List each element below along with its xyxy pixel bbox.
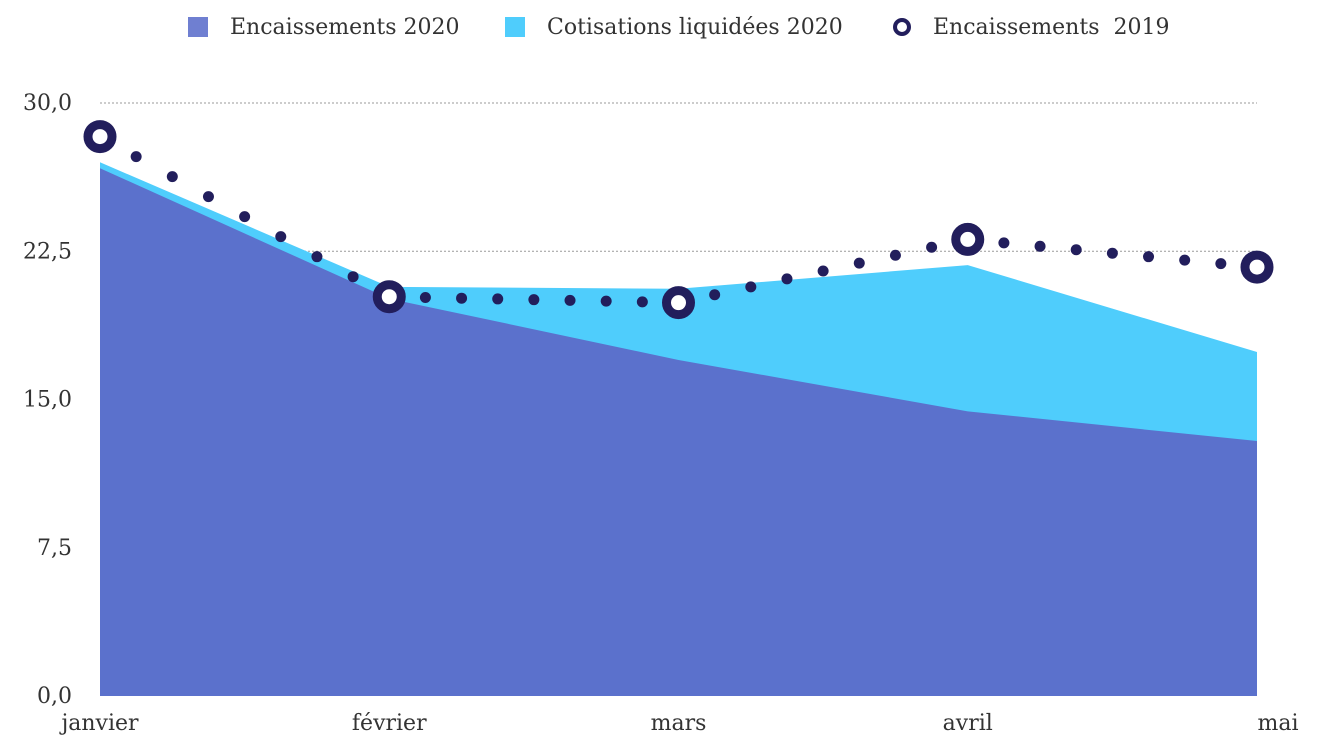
line-dot-encaissements-2019 (1070, 244, 1082, 256)
legend-label: Encaissements 2019 (933, 14, 1170, 40)
legend-label: Cotisations liquidées 2020 (547, 14, 843, 40)
x-tick-label: avril (943, 711, 993, 736)
legend-label: Encaissements 2020 (230, 14, 460, 40)
line-dot-encaissements-2019 (998, 237, 1010, 249)
line-dot-encaissements-2019 (1215, 258, 1227, 270)
line-dot-encaissements-2019 (817, 265, 829, 277)
point-encaissements-2019 (662, 286, 695, 320)
legend-item-cotisations-2020[interactable]: Cotisations liquidées 2020 (505, 10, 843, 44)
line-dot-encaissements-2019 (1034, 240, 1046, 252)
point-encaissements-2019 (372, 280, 406, 314)
line-dot-encaissements-2019 (419, 291, 431, 303)
line-dot-encaissements-2019 (166, 171, 178, 183)
line-dot-encaissements-2019 (889, 249, 901, 261)
y-tick-label: 0,0 (37, 684, 72, 709)
line-dot-encaissements-2019 (492, 293, 504, 305)
point-encaissements-2019 (83, 120, 117, 154)
line-dot-encaissements-2019 (239, 211, 251, 223)
legend-item-encaissements-2019[interactable]: Encaissements 2019 (893, 10, 1169, 44)
line-dot-encaissements-2019 (456, 292, 468, 304)
line-dot-encaissements-2019 (311, 251, 323, 263)
line-dot-encaissements-2019 (1179, 254, 1191, 266)
legend-swatch-cotisations-2020 (505, 17, 525, 37)
line-dot-encaissements-2019 (853, 257, 865, 269)
x-tick-label: janvier (58, 711, 139, 736)
point-encaissements-2019 (951, 222, 985, 256)
line-dot-encaissements-2019 (745, 281, 757, 293)
line-dot-encaissements-2019 (709, 289, 721, 301)
line-dot-encaissements-2019 (202, 191, 214, 203)
line-dot-encaissements-2019 (926, 241, 938, 253)
line-dot-encaissements-2019 (781, 273, 793, 285)
area-encaissements-2020 (100, 168, 1257, 697)
legend-item-encaissements-2020[interactable]: Encaissements 2020 (188, 10, 459, 44)
line-dot-encaissements-2019 (130, 151, 142, 163)
line-dot-encaissements-2019 (528, 294, 540, 306)
line-dot-encaissements-2019 (600, 295, 612, 307)
legend-swatch-encaissements-2020 (188, 17, 208, 37)
y-tick-label: 7,5 (37, 536, 72, 561)
x-tick-label: mars (651, 711, 707, 736)
y-tick-label: 22,5 (23, 239, 72, 264)
line-dot-encaissements-2019 (564, 294, 576, 306)
y-tick-label: 30,0 (23, 91, 72, 116)
y-tick-label: 15,0 (23, 388, 72, 413)
x-tick-label: février (352, 711, 427, 736)
line-dot-encaissements-2019 (636, 296, 648, 308)
legend: Encaissements 2020 Cotisations liquidées… (0, 10, 1338, 44)
x-tick-label: mai (1257, 711, 1298, 736)
point-encaissements-2019 (1240, 250, 1274, 284)
line-dot-encaissements-2019 (347, 271, 359, 283)
legend-marker-encaissements-2019 (893, 18, 911, 36)
line-dot-encaissements-2019 (275, 231, 287, 243)
line-dot-encaissements-2019 (1106, 247, 1118, 259)
line-dot-encaissements-2019 (1143, 251, 1155, 263)
